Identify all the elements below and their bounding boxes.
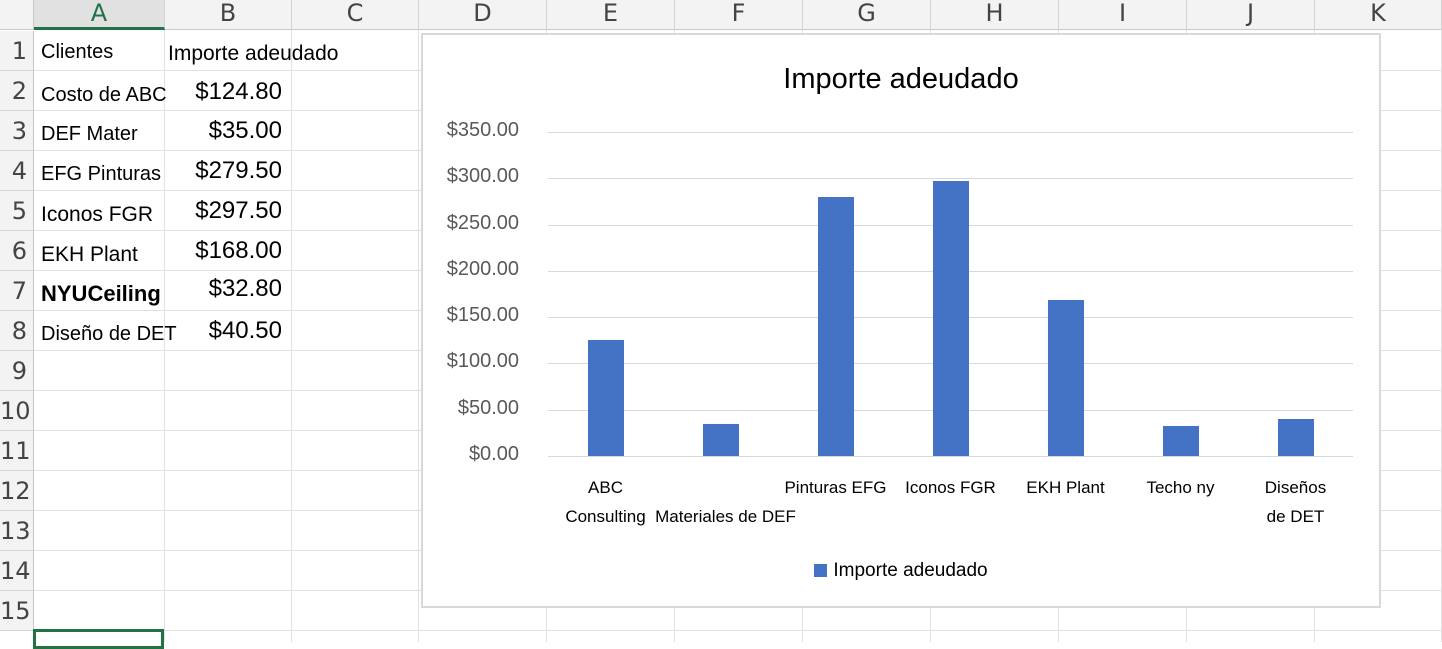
column-header-c[interactable]: C [292,0,419,30]
column-header-f[interactable]: F [675,0,803,30]
column-header-i[interactable]: I [1059,0,1187,30]
column-gridline [418,30,419,642]
row-header-2[interactable]: 2 [0,71,34,111]
cell-b5[interactable]: $297.50 [195,197,282,224]
chart-bar[interactable] [702,423,739,456]
column-header-h[interactable]: H [931,0,1059,30]
y-tick-label: $350.00 [446,119,519,141]
bar-chart[interactable]: Importe adeudado $0.00 $50.00 $100.00 $150.… [421,33,1381,608]
cell-a3[interactable]: DEF Mater [41,123,138,145]
cell-a5[interactable]: Iconos FGR [41,203,154,226]
row-header-11[interactable]: 11 [0,431,34,471]
column-header-g[interactable]: G [803,0,931,30]
x-tick-label: de DET [1266,507,1325,526]
x-tick-label: Materiales de DEF [655,507,796,526]
chart-bar[interactable] [587,340,624,456]
row-header-5[interactable]: 5 [0,191,34,231]
x-tick-label: Pinturas EFG [784,478,887,497]
chart-gridline [548,178,1353,180]
cell-b3[interactable]: $35.00 [208,117,282,144]
cell-a1[interactable]: Clientes [41,41,114,63]
row-header-13[interactable]: 13 [0,511,34,551]
x-tick-label: Consulting [565,507,646,526]
chart-gridline [548,132,1353,133]
row-header-3[interactable]: 3 [0,111,34,151]
row-header-4[interactable]: 4 [0,151,34,191]
cell-b8[interactable]: $40.50 [208,317,282,344]
cell-b6[interactable]: $168.00 [195,237,282,264]
y-tick-label: $100.00 [446,350,519,373]
row-header-14[interactable]: 14 [0,551,34,591]
chart-bar[interactable] [1162,425,1199,456]
row-header-12[interactable]: 12 [0,471,34,511]
cell-a2[interactable]: Costo de ABC [41,84,167,106]
chart-bar[interactable] [1047,300,1084,456]
chart-bar[interactable] [1277,418,1314,456]
x-tick-label: Techo ny [1146,478,1215,497]
row-header-8[interactable]: 8 [0,311,34,351]
column-header-d[interactable]: D [419,0,547,30]
cell-a8[interactable]: Diseño de DET [41,323,177,345]
x-tick-label: EKH Plant [1026,478,1105,497]
y-tick-label: $150.00 [446,304,519,327]
cell-b2[interactable]: $124.80 [195,78,282,105]
cell-b7[interactable]: $32.80 [208,275,282,302]
chart-title: Importe adeudado [783,63,1019,95]
legend-label: Importe adeudado [833,560,988,581]
column-header-e[interactable]: E [547,0,675,30]
column-header-a[interactable]: A [34,0,165,30]
y-tick-label: $50.00 [457,396,519,419]
x-tick-label: Diseños [1264,478,1327,497]
cell-a7[interactable]: NYUCeiling [41,281,161,306]
cell-b1[interactable]: Importe adeudado [168,42,339,65]
column-header-b[interactable]: B [165,0,292,30]
x-tick-label: ABC [588,478,623,497]
cell-a4[interactable]: EFG Pinturas [41,163,162,185]
cell-b4[interactable]: $279.50 [195,157,282,184]
chart-bar[interactable] [932,180,969,456]
y-tick-label: $200.00 [446,257,519,280]
cell-a6[interactable]: EKH Plant [41,243,138,266]
row-header-6[interactable]: 6 [0,231,34,271]
row-header-9[interactable]: 9 [0,351,34,391]
active-cell-selection[interactable] [33,629,164,649]
x-tick-label: Iconos FGR [905,478,996,497]
column-gridline [164,30,165,642]
row-header-15[interactable]: 15 [0,591,34,631]
column-header-k[interactable]: K [1315,0,1442,30]
chart-gridline [548,456,1353,457]
row-gridline [34,630,1442,631]
chart-legend[interactable]: Importe adeudado [423,560,1379,582]
chart-bar[interactable] [817,197,854,456]
row-header-1[interactable]: 1 [0,31,34,71]
row-header-10[interactable]: 10 [0,391,34,431]
column-header-j[interactable]: J [1187,0,1315,30]
legend-swatch [814,564,828,578]
row-header-7[interactable]: 7 [0,271,34,311]
y-tick-label: $0.00 [468,443,519,465]
column-gridline [291,30,292,642]
y-tick-label: $250.00 [446,211,519,234]
y-tick-label: $300.00 [446,165,519,188]
select-all-corner[interactable] [0,0,34,30]
